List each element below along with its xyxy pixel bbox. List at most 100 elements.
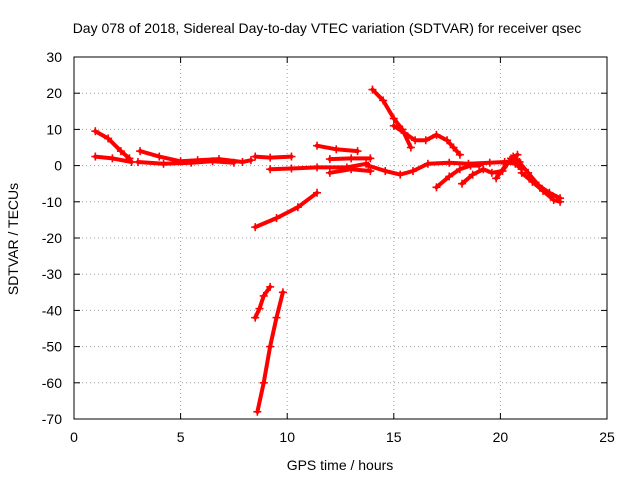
data-point <box>116 147 125 156</box>
y-tick-label: -70 <box>42 411 62 427</box>
y-tick-label: -50 <box>42 339 62 355</box>
x-tick-label: 0 <box>70 429 78 445</box>
data-point <box>266 282 275 291</box>
data-point <box>293 203 302 212</box>
data-point <box>381 167 390 176</box>
data-point <box>479 165 488 174</box>
data-point <box>91 152 100 161</box>
data-point <box>379 96 388 105</box>
data-point <box>136 147 145 156</box>
data-point <box>313 163 322 172</box>
data-point <box>325 155 334 164</box>
data-point <box>455 165 464 174</box>
data-point <box>246 156 255 165</box>
data-series <box>91 85 565 416</box>
data-point <box>500 159 509 168</box>
data-point <box>411 136 420 145</box>
data-point <box>458 179 467 188</box>
y-tick-label: -10 <box>42 194 62 210</box>
data-point <box>368 85 377 94</box>
data-point <box>155 152 164 161</box>
data-point <box>229 158 238 167</box>
plot-area-border <box>73 56 608 420</box>
data-point <box>423 159 432 168</box>
data-point <box>287 152 296 161</box>
data-point <box>466 161 475 170</box>
data-point <box>364 161 373 170</box>
data-point <box>421 136 430 145</box>
x-tick-label: 20 <box>493 429 509 445</box>
data-point <box>238 157 247 166</box>
data-point <box>449 143 458 152</box>
data-point <box>313 141 322 150</box>
data-point <box>443 136 452 145</box>
data-point <box>549 195 558 204</box>
data-point <box>353 147 362 156</box>
data-point <box>485 158 494 167</box>
data-point <box>278 288 287 297</box>
y-tick-label: 20 <box>46 85 62 101</box>
series-track <box>315 143 360 154</box>
data-point <box>266 165 275 174</box>
data-point <box>366 154 375 163</box>
data-point <box>487 168 496 177</box>
axis-ticks: 0 5 10 15 20 25 -70 -60 -50 -40 -30 -20 -10 0 10 20 30 <box>42 49 615 445</box>
y-tick-label: -30 <box>42 266 62 282</box>
data-point <box>259 378 268 387</box>
data-point <box>313 188 322 197</box>
data-point <box>432 183 441 192</box>
data-point <box>253 407 262 416</box>
y-tick-label: -20 <box>42 230 62 246</box>
data-point <box>266 342 275 351</box>
x-tick-label: 15 <box>386 429 402 445</box>
data-point <box>108 154 117 163</box>
data-point <box>408 167 417 176</box>
data-point <box>492 174 501 183</box>
y-tick-label: 10 <box>46 121 62 137</box>
data-point <box>513 156 522 165</box>
series-track <box>253 190 319 230</box>
series-track <box>136 159 236 166</box>
data-point <box>400 129 409 138</box>
data-point <box>509 152 518 161</box>
y-tick-label: -60 <box>42 375 62 391</box>
data-point <box>347 154 356 163</box>
data-point <box>251 223 260 232</box>
y-axis-label: SDTVAR / TECUs <box>5 183 21 295</box>
data-point <box>251 152 260 161</box>
data-point <box>455 150 464 159</box>
x-tick-label: 25 <box>599 429 615 445</box>
data-point <box>517 168 526 177</box>
data-point <box>159 159 168 168</box>
data-point <box>445 158 454 167</box>
x-tick-label: 10 <box>279 429 295 445</box>
data-point <box>325 168 334 177</box>
data-point <box>259 291 268 300</box>
data-point <box>396 170 405 179</box>
data-point <box>272 214 281 223</box>
data-point <box>539 186 548 195</box>
data-point <box>445 172 454 181</box>
data-point <box>389 121 398 130</box>
data-point <box>272 313 281 322</box>
series-track <box>93 129 132 161</box>
data-point <box>468 170 477 179</box>
data-point <box>406 143 415 152</box>
data-point <box>91 127 100 136</box>
data-point <box>556 197 565 206</box>
x-tick-label: 5 <box>177 429 185 445</box>
data-point <box>251 313 260 322</box>
data-point <box>266 153 275 162</box>
data-point <box>432 130 441 139</box>
series-track <box>391 123 462 157</box>
data-point <box>287 164 296 173</box>
data-point <box>104 134 113 143</box>
y-tick-label: 30 <box>46 49 62 65</box>
grid <box>74 57 607 419</box>
data-point <box>347 165 356 174</box>
data-point <box>208 157 217 166</box>
data-point <box>133 157 142 166</box>
data-point <box>528 177 537 186</box>
data-point <box>332 145 341 154</box>
